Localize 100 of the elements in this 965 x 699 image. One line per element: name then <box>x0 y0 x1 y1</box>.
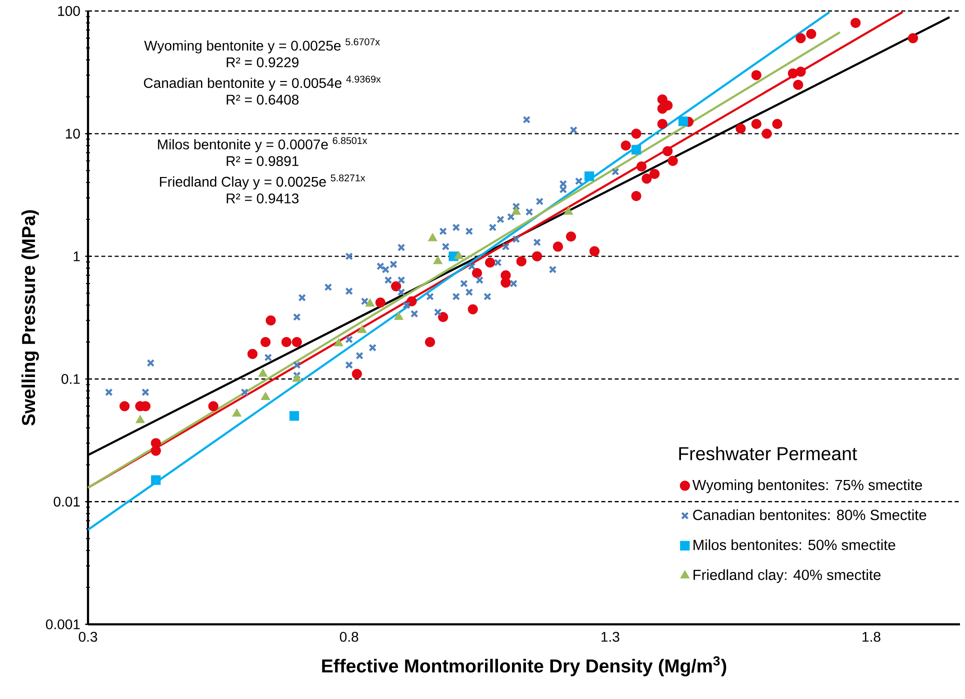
point <box>397 276 406 284</box>
point <box>468 262 476 270</box>
point <box>631 128 642 139</box>
legend-label: Friedland clay: 40% smectite <box>694 569 881 583</box>
y-tick-label: 10 <box>66 128 80 139</box>
point <box>751 118 762 130</box>
point <box>352 368 362 379</box>
point <box>516 256 526 266</box>
point <box>397 288 406 296</box>
point <box>356 352 364 360</box>
point <box>736 124 746 134</box>
point <box>452 224 460 232</box>
annotation: Milos bentonite y = 0.0007e $^{6.8501x}$ <box>158 137 368 152</box>
point <box>258 368 268 377</box>
point <box>636 161 647 172</box>
point <box>151 475 161 485</box>
point <box>472 268 482 278</box>
point <box>532 251 542 262</box>
x-tick-label: 1.8 <box>862 632 880 642</box>
point <box>104 388 113 396</box>
point <box>368 344 376 352</box>
point <box>264 354 272 362</box>
annotation: Wyoming bentonite y = 0.0025e $^{5.6707x}$ <box>144 38 380 54</box>
point <box>649 168 660 179</box>
point <box>142 388 150 396</box>
point <box>496 216 504 224</box>
point <box>507 212 515 221</box>
point <box>850 18 861 28</box>
point <box>584 171 594 182</box>
point <box>500 270 511 280</box>
point <box>536 198 544 206</box>
point <box>345 287 353 296</box>
point <box>465 288 474 296</box>
annotation: R² = 0.9891 <box>226 156 298 166</box>
point <box>502 242 510 251</box>
point <box>620 140 631 151</box>
point <box>668 156 678 166</box>
point <box>908 33 918 44</box>
point <box>468 304 478 314</box>
point <box>465 227 474 236</box>
legend-title: Freshwater Permeant <box>679 446 858 460</box>
point <box>796 66 806 77</box>
point <box>402 301 410 310</box>
point <box>564 206 574 215</box>
point <box>552 242 564 252</box>
point <box>510 280 518 288</box>
y-tick-label: 1 <box>74 252 80 262</box>
point <box>266 315 276 326</box>
point <box>439 227 447 236</box>
point <box>452 292 460 300</box>
point <box>772 118 782 130</box>
point <box>334 338 344 346</box>
point <box>512 235 520 244</box>
x-tick-label: 0.3 <box>78 632 98 642</box>
point <box>762 128 772 139</box>
point <box>548 266 557 274</box>
point <box>292 361 301 369</box>
point <box>662 146 673 156</box>
point <box>433 256 443 264</box>
point <box>611 168 620 176</box>
point <box>375 297 386 308</box>
annotation: R² = 0.6408 <box>226 94 299 105</box>
point <box>406 296 417 306</box>
point <box>391 281 402 292</box>
point <box>428 233 438 242</box>
point <box>292 374 302 382</box>
point <box>566 231 576 242</box>
point <box>384 276 392 284</box>
point <box>424 337 436 348</box>
point <box>806 28 816 40</box>
point <box>292 371 301 380</box>
point <box>525 208 534 216</box>
point <box>119 401 130 412</box>
point <box>570 126 578 134</box>
y-tick-label: 100 <box>58 6 80 16</box>
y-tick-label: 0.001 <box>46 619 80 630</box>
point <box>345 361 353 369</box>
y-tick-label: 0.1 <box>62 374 80 384</box>
point <box>390 260 398 268</box>
point <box>522 116 531 124</box>
point <box>357 324 367 333</box>
point <box>260 337 271 348</box>
point <box>434 308 442 316</box>
point <box>657 118 668 130</box>
point <box>345 252 353 260</box>
legend-label: Wyoming bentonites: 75% smectite <box>692 479 922 494</box>
point <box>454 250 464 260</box>
point <box>240 388 249 396</box>
point <box>484 292 492 300</box>
point <box>247 348 258 360</box>
point <box>559 186 568 194</box>
point <box>460 280 468 288</box>
point <box>574 177 583 186</box>
point <box>410 310 418 318</box>
point <box>146 359 155 367</box>
point <box>324 283 332 292</box>
point <box>260 392 270 400</box>
point <box>796 33 806 44</box>
x-tick-label: 0.8 <box>340 632 358 642</box>
point <box>793 80 804 90</box>
